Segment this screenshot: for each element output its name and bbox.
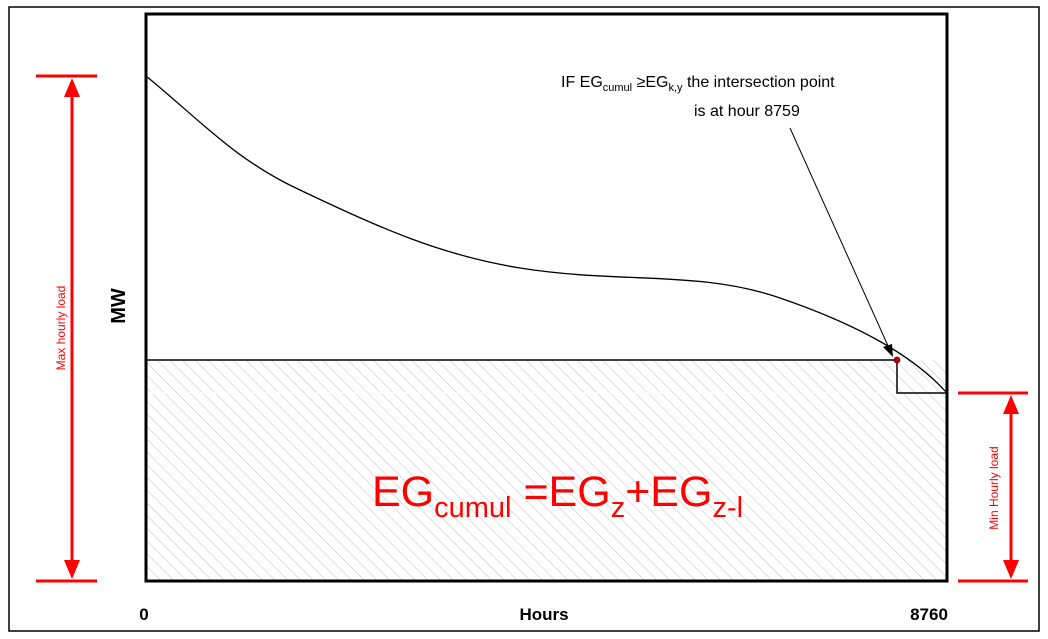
- annotation-line1: IF EGcumul ≥EGk,y the intersection point: [561, 74, 835, 94]
- max-load-label: Max hourly load: [54, 286, 68, 371]
- step-line: [896, 360, 947, 394]
- min-load-label: Min Hourly load: [987, 446, 1001, 529]
- annotation-arrow: [789, 127, 890, 349]
- formula-text: EGcumul =EGz+EGz-l: [372, 468, 743, 524]
- intersection-point: [893, 356, 901, 364]
- min-load-indicator: [958, 391, 1028, 583]
- x-start-label: 0: [139, 605, 148, 624]
- x-end-label: 8760: [910, 605, 948, 624]
- annotation-arrow-head: [883, 344, 893, 357]
- hatched-area: [146, 360, 947, 581]
- load-duration-curve: [145, 75, 948, 394]
- plot-frame: [144, 12, 949, 583]
- outer-border: [8, 6, 1040, 632]
- annotation-line2: is at hour 8759: [694, 103, 800, 120]
- x-axis-label: Hours: [519, 605, 568, 624]
- max-load-indicator: [36, 74, 97, 583]
- y-axis-label: MW: [108, 288, 130, 324]
